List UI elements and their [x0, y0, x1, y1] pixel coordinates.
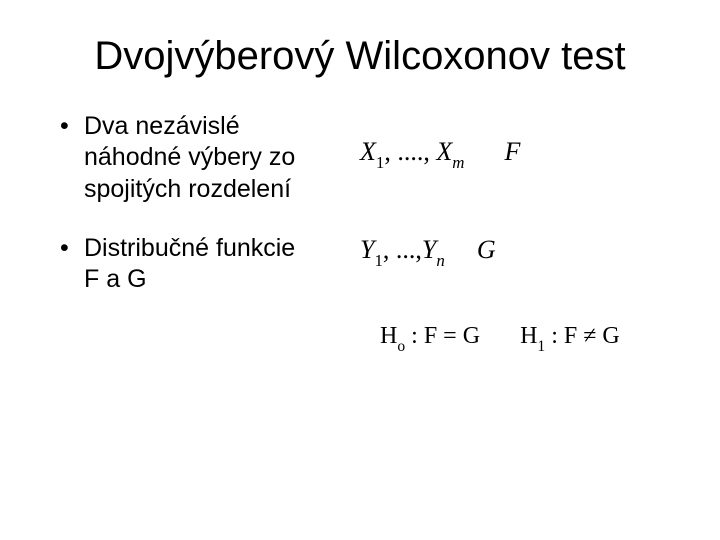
hyp-h0-f: F	[424, 323, 437, 349]
bullet-2: Distribučné funkcie F a G	[56, 233, 360, 296]
row-1: Dva nezávislé náhodné výbery zo spojitýc…	[50, 111, 670, 205]
math-2-y1-y: Y	[360, 235, 374, 264]
bullet-2-line-2: F a G	[84, 265, 147, 293]
hyp-h0-colon: :	[405, 323, 424, 349]
hyp-h1-colon: :	[545, 323, 564, 349]
math-2-g: G	[477, 235, 496, 264]
hyp-h0-o: o	[397, 338, 405, 355]
hyp-h1-f: F	[564, 323, 577, 349]
math-2-y1-sub: 1	[374, 251, 382, 270]
math-2-yn-sub: n	[436, 251, 444, 270]
math-1-dots: , ....,	[384, 137, 430, 166]
bullet-1-line-2: náhodné výbery zo	[84, 143, 295, 171]
math-1: X1, ...., XmF	[360, 111, 670, 171]
hyp-h0-eq: =	[437, 323, 463, 349]
hyp-h0-g: G	[463, 323, 480, 349]
bullet-1-line-3: spojitých rozdelení	[84, 175, 291, 203]
hyp-h1-1: 1	[537, 338, 545, 355]
hypotheses: Ho : F = GH1 : F ≠ G	[380, 323, 670, 354]
hyp-h1-ne: ≠	[577, 323, 602, 349]
math-1-xm-x: X	[436, 137, 452, 166]
math-2: Y1, ...,YnG	[360, 233, 670, 269]
row-2: Distribučné funkcie F a G Y1, ...,YnG	[50, 233, 670, 296]
bullet-2-col: Distribučné funkcie F a G	[50, 233, 360, 296]
math-1-x1-sub: 1	[376, 153, 384, 172]
hyp-h1-g: G	[602, 323, 619, 349]
bullet-2-line-1: Distribučné funkcie	[84, 234, 295, 262]
math-2-dots: , ...,	[383, 235, 422, 264]
hyp-h0-h: H	[380, 323, 397, 349]
math-1-f: F	[504, 137, 520, 166]
slide: Dvojvýberový Wilcoxonov test Dva nezávis…	[0, 0, 720, 540]
math-2-yn-y: Y	[422, 235, 436, 264]
math-1-xm-sub: m	[452, 153, 464, 172]
hyp-h1-h: H	[520, 323, 537, 349]
bullet-list-1: Dva nezávislé náhodné výbery zo spojitýc…	[56, 111, 360, 205]
math-1-x1-x: X	[360, 137, 376, 166]
bullet-list-2: Distribučné funkcie F a G	[56, 233, 360, 296]
bullet-1-col: Dva nezávislé náhodné výbery zo spojitýc…	[50, 111, 360, 205]
bullet-1: Dva nezávislé náhodné výbery zo spojitýc…	[56, 111, 360, 205]
bullet-1-line-1: Dva nezávislé	[84, 112, 240, 140]
slide-title: Dvojvýberový Wilcoxonov test	[50, 34, 670, 79]
